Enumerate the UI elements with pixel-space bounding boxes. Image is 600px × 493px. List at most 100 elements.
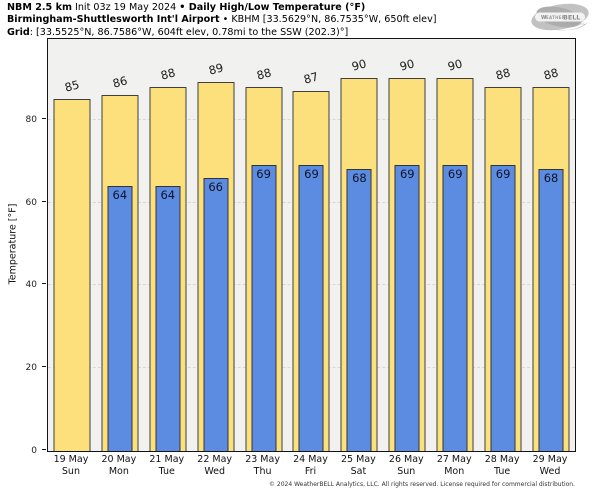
svg-text:EATHER: EATHER — [546, 15, 565, 20]
y-tick-mark-80 — [42, 117, 46, 119]
low-bar: 69 — [442, 165, 468, 451]
low-bar: 69 — [490, 165, 516, 451]
high-value-label: 88 — [158, 64, 177, 83]
high-value-label: 88 — [254, 64, 273, 83]
x-label-22-May: 22 May Wed — [191, 454, 239, 477]
plot-area: 85 86 64 88 64 89 66 88 69 87 69 90 68 90 69 90 69 88 69 88… — [47, 38, 576, 452]
bar-group-28-May: 88 69 — [479, 39, 527, 451]
svg-text:BELL: BELL — [563, 13, 580, 21]
low-value-label: 69 — [447, 167, 463, 182]
x-label-21-May: 21 May Tue — [143, 454, 191, 477]
x-label-day: Thu — [253, 465, 272, 477]
bar-series: 85 86 64 88 64 89 66 88 69 87 69 90 68 90 69 90 69 88 69 88… — [48, 39, 575, 451]
high-value-label: 89 — [206, 60, 225, 79]
x-label-27-May: 27 May Mon — [430, 454, 478, 477]
y-tick-label-60: 60 — [25, 197, 37, 208]
bar-group-19-May: 85 — [48, 39, 96, 451]
x-label-date: 20 May — [101, 454, 137, 465]
low-value-label: 68 — [352, 171, 367, 186]
bar-group-24-May: 87 69 — [288, 39, 336, 451]
low-bar: 66 — [203, 177, 229, 451]
svg-text:W: W — [541, 15, 547, 21]
low-bar: 69 — [251, 165, 277, 451]
low-bar: 64 — [107, 186, 133, 451]
x-label-date: 27 May — [436, 454, 472, 465]
x-label-day: Fri — [304, 465, 317, 477]
x-label-date: 21 May — [149, 454, 185, 465]
bar-group-25-May: 90 68 — [335, 39, 383, 451]
svg-text:Analytics LLC: Analytics LLC — [566, 22, 585, 26]
y-tick-mark-40 — [42, 283, 46, 285]
y-tick-mark-20 — [42, 366, 46, 368]
x-label-day: Sun — [61, 465, 80, 477]
x-label-25-May: 25 May Sat — [334, 454, 382, 477]
low-bar: 64 — [155, 186, 181, 451]
bar-group-29-May: 88 68 — [527, 39, 575, 451]
x-label-day: Sat — [350, 465, 367, 477]
bar-group-20-May: 86 64 — [96, 39, 144, 451]
x-label-date: 24 May — [293, 454, 328, 465]
x-label-date: 25 May — [341, 454, 376, 465]
x-label-date: 28 May — [484, 454, 520, 465]
high-bar — [53, 99, 91, 451]
low-bar: 68 — [538, 169, 564, 451]
bar-group-23-May: 88 69 — [240, 39, 288, 451]
x-label-date: 29 May — [532, 454, 568, 465]
chart-header: NBM 2.5 km Init 03z 19 May 2024 • Daily … — [7, 2, 437, 39]
grid-meta: : [33.5525°N, 86.7586°W, 604ft elev, 0.7… — [29, 26, 349, 38]
x-label-29-May: 29 May Wed — [526, 454, 574, 477]
high-value-label: 88 — [542, 64, 560, 83]
x-label-day: Mon — [108, 465, 129, 477]
low-value-label: 66 — [208, 179, 223, 194]
bar-group-27-May: 90 69 — [431, 39, 479, 451]
header-line-model: NBM 2.5 km Init 03z 19 May 2024 • Daily … — [7, 2, 437, 14]
bar-group-26-May: 90 69 — [383, 39, 431, 451]
high-value-label: 87 — [302, 69, 321, 87]
grid-label: Grid — [7, 26, 30, 38]
low-value-label: 64 — [112, 188, 128, 203]
x-label-day: Wed — [204, 465, 226, 477]
high-value-label: 85 — [63, 77, 81, 95]
y-tick-mark-0 — [42, 449, 46, 450]
low-value-label: 69 — [399, 167, 415, 182]
bar-group-21-May: 88 64 — [144, 39, 192, 451]
model-init-time: Init 03z 19 May 2024 — [71, 2, 180, 13]
x-label-26-May: 26 May Sun — [382, 454, 430, 477]
x-label-date: 26 May — [388, 454, 424, 465]
header-line-grid: Grid: [33.5525°N, 86.7586°W, 604ft elev,… — [7, 27, 437, 39]
x-label-date: 23 May — [245, 454, 280, 465]
low-bar: 69 — [298, 165, 324, 451]
x-label-28-May: 28 May Tue — [478, 454, 526, 477]
high-value-label: 90 — [398, 56, 417, 75]
x-label-date: 19 May — [53, 454, 89, 465]
low-value-label: 69 — [495, 167, 511, 182]
high-value-label: 90 — [446, 56, 465, 75]
low-value-label: 69 — [256, 167, 271, 182]
low-bar: 69 — [394, 165, 420, 451]
low-bar: 68 — [346, 169, 372, 451]
station-meta: • KBHM [33.5629°N, 86.7535°W, 650ft elev… — [219, 14, 437, 26]
low-value-label: 64 — [160, 188, 176, 203]
bar-group-22-May: 89 66 — [192, 39, 240, 451]
high-value-label: 86 — [110, 73, 129, 91]
copyright-footer: © 2024 WeatherBELL Analytics, LLC. All r… — [269, 481, 575, 488]
y-axis-ticks: 0 20 40 60 80 — [0, 38, 47, 456]
high-value-label: 88 — [494, 64, 512, 83]
x-label-day: Sun — [397, 465, 416, 477]
x-label-date: 22 May — [197, 454, 233, 465]
x-label-day: Mon — [444, 465, 465, 477]
x-label-20-May: 20 May Mon — [95, 454, 143, 477]
y-tick-label-0: 0 — [31, 446, 37, 456]
y-tick-label-40: 40 — [25, 280, 37, 291]
station-name: Birmingham-Shuttlesworth Int'l Airport — [7, 14, 220, 26]
y-tick-label-20: 20 — [25, 363, 37, 374]
x-label-day: Wed — [539, 465, 561, 477]
x-axis-labels: 19 May Sun 20 May Mon 21 May Tue 22 May Wed 23 M… — [47, 454, 574, 477]
low-value-label: 69 — [304, 167, 319, 182]
x-label-19-May: 19 May Sun — [47, 454, 95, 477]
model-name: NBM 2.5 km — [7, 2, 72, 13]
y-tick-label-80: 80 — [25, 114, 37, 125]
product-title: • Daily High/Low Temperature (°F) — [179, 2, 366, 13]
x-label-24-May: 24 May Fri — [287, 454, 335, 477]
